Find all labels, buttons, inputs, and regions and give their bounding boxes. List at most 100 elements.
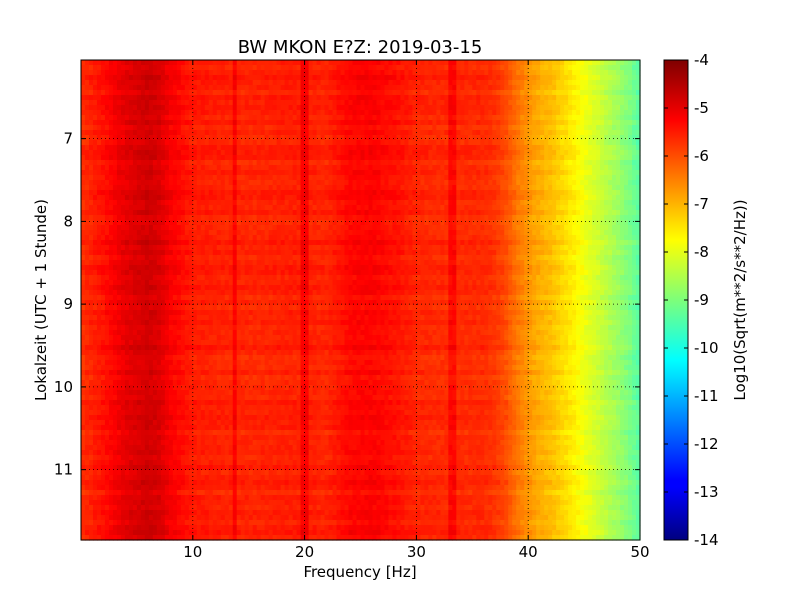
heatmap-cell xyxy=(92,100,98,106)
heatmap-cell xyxy=(416,115,421,121)
heatmap-cell xyxy=(632,110,637,116)
heatmap-cell xyxy=(140,215,146,221)
heatmap-cell xyxy=(272,160,278,166)
heatmap-cell xyxy=(620,145,625,151)
heatmap-cell xyxy=(628,85,633,91)
heatmap-cell xyxy=(472,200,477,206)
heatmap-cell xyxy=(340,100,346,106)
heatmap-cell xyxy=(268,75,274,81)
heatmap-cell xyxy=(220,235,226,241)
heatmap-cell xyxy=(572,60,577,66)
heatmap-cell xyxy=(292,135,298,141)
heatmap-cell xyxy=(204,170,210,176)
heatmap-cell xyxy=(608,140,613,146)
heatmap-cell xyxy=(516,65,521,71)
heatmap-cell xyxy=(132,195,138,201)
heatmap-cell xyxy=(488,70,493,76)
heatmap-cell xyxy=(220,65,226,71)
heatmap-cell xyxy=(196,70,202,76)
heatmap-cell xyxy=(536,195,541,201)
heatmap-cell xyxy=(312,170,318,176)
heatmap-cell xyxy=(460,65,465,71)
heatmap-cell xyxy=(196,170,202,176)
heatmap-cell xyxy=(284,85,290,91)
heatmap-cell xyxy=(260,60,266,66)
heatmap-cell xyxy=(424,105,429,111)
heatmap-cell xyxy=(624,120,629,126)
heatmap-cell xyxy=(344,85,350,91)
heatmap-cell xyxy=(464,130,469,136)
heatmap-cell xyxy=(620,100,625,106)
heatmap-cell xyxy=(380,230,386,236)
heatmap-cell xyxy=(620,160,625,166)
heatmap-cell xyxy=(92,65,98,71)
heatmap-cell xyxy=(84,210,90,216)
heatmap-cell xyxy=(84,125,90,131)
heatmap-cell xyxy=(472,95,477,101)
heatmap-cell xyxy=(540,135,545,141)
heatmap-cell xyxy=(120,160,126,166)
heatmap-cell xyxy=(240,130,246,136)
heatmap-cell xyxy=(344,235,350,241)
heatmap-cell xyxy=(96,95,102,101)
heatmap-cell xyxy=(504,210,509,216)
heatmap-cell xyxy=(196,165,202,171)
heatmap-cell xyxy=(460,175,465,181)
heatmap-cell xyxy=(500,135,505,141)
heatmap-cell xyxy=(376,140,382,146)
heatmap-cell xyxy=(88,110,94,116)
heatmap-cell xyxy=(536,110,541,116)
heatmap-cell xyxy=(536,135,541,141)
heatmap-cell xyxy=(188,115,194,121)
heatmap-cell xyxy=(136,195,142,201)
heatmap-cell xyxy=(376,60,382,66)
heatmap-cell xyxy=(416,125,421,131)
heatmap-cell xyxy=(460,230,465,236)
heatmap-cell xyxy=(284,100,290,106)
heatmap-cell xyxy=(184,110,190,116)
heatmap-cell xyxy=(268,225,274,231)
heatmap-cell xyxy=(388,235,394,241)
heatmap-cell xyxy=(504,230,509,236)
heatmap-cell xyxy=(472,125,477,131)
heatmap-cell xyxy=(552,115,557,121)
heatmap-cell xyxy=(128,175,134,181)
heatmap-cell xyxy=(440,85,445,91)
heatmap-cell xyxy=(84,155,90,161)
heatmap-cell xyxy=(564,225,569,231)
heatmap-cell xyxy=(172,200,178,206)
heatmap-cell xyxy=(448,200,453,206)
heatmap-cell xyxy=(100,220,106,226)
heatmap-cell xyxy=(172,140,178,146)
heatmap-cell xyxy=(580,75,585,81)
heatmap-cell xyxy=(392,140,398,146)
heatmap-cell xyxy=(308,200,314,206)
heatmap-cell xyxy=(272,65,278,71)
heatmap-cell xyxy=(540,175,545,181)
heatmap-cell xyxy=(284,190,290,196)
heatmap-cell xyxy=(524,200,529,206)
heatmap-cell xyxy=(144,230,150,236)
heatmap-cell xyxy=(328,165,334,171)
heatmap-cell xyxy=(84,80,90,86)
heatmap-cell xyxy=(528,125,533,131)
heatmap-cell xyxy=(588,135,593,141)
heatmap-cell xyxy=(380,80,386,86)
heatmap-cell xyxy=(428,235,433,241)
heatmap-cell xyxy=(480,150,485,156)
heatmap-cell xyxy=(576,110,581,116)
heatmap-cell xyxy=(184,95,190,101)
heatmap-cell xyxy=(612,60,617,66)
heatmap-cell xyxy=(148,160,154,166)
heatmap-cell xyxy=(112,210,118,216)
heatmap-cell xyxy=(180,175,186,181)
heatmap-cell xyxy=(208,190,214,196)
heatmap-cell xyxy=(528,130,533,136)
heatmap-cell xyxy=(532,70,537,76)
heatmap-cell xyxy=(344,140,350,146)
heatmap-cell xyxy=(500,60,505,66)
heatmap-cell xyxy=(584,190,589,196)
heatmap-cell xyxy=(400,210,406,216)
heatmap-cell xyxy=(396,60,402,66)
heatmap-cell xyxy=(376,215,382,221)
